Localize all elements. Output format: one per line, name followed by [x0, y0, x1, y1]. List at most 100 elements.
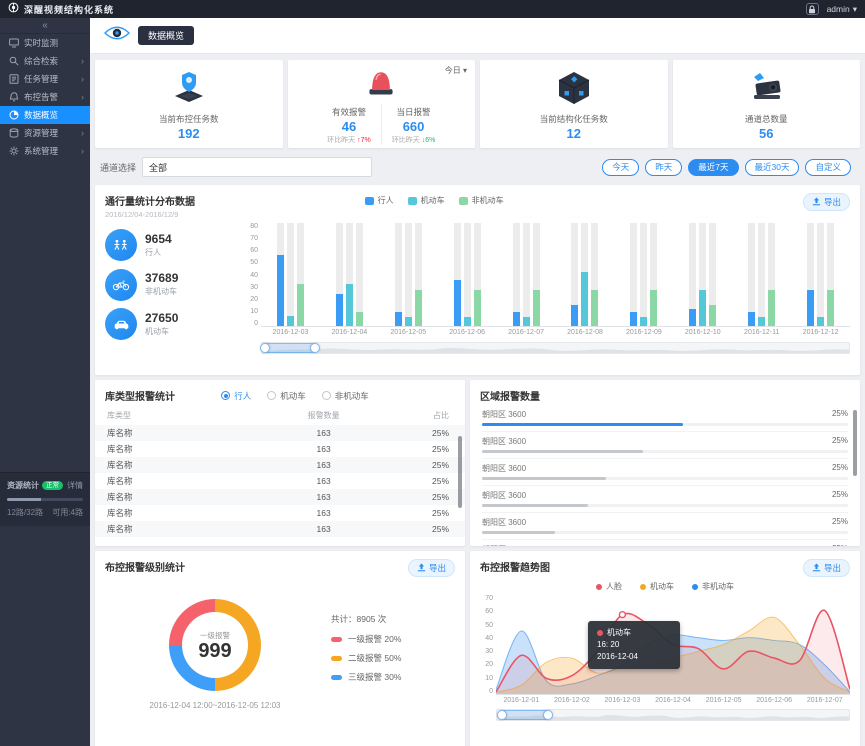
table-row[interactable]: 库名称 163 25%	[95, 505, 465, 521]
traffic-export-button[interactable]: 导出	[802, 193, 850, 211]
region-scrollbar[interactable]	[853, 410, 857, 476]
bar-backdrop	[817, 223, 825, 326]
sidebar-menu: 实时监测综合检索 › 任务管理 › 布控告警 › 数据概览 资源管理 › 系统管理 ›	[0, 34, 90, 160]
traffic-stat-label: 行人	[145, 247, 161, 257]
sidebar-item-monitor[interactable]: 实时监测	[0, 34, 90, 52]
traffic-stat-pedestrian: 9654 行人	[105, 229, 243, 261]
x-tick-label: 2016-12-07	[806, 697, 843, 704]
datazoom-selection[interactable]	[502, 710, 549, 720]
pending-alarm-stat: 有效报警 46 环比昨天 ↑7%	[317, 104, 381, 145]
bar-backdrop	[414, 223, 422, 326]
table-row[interactable]: 库名称 163 25%	[95, 425, 465, 441]
type-alarm-header: 库类型 报警数量 占比	[95, 403, 465, 425]
legend-dot	[596, 583, 602, 590]
bar-backdrop	[650, 223, 658, 326]
legend-label: 三级报警 30%	[348, 672, 402, 682]
y-tick: 50	[250, 259, 258, 267]
sidebar-item-label: 实时监测	[24, 38, 59, 48]
x-tick-label: 2016-12-12	[802, 329, 839, 336]
pending-alarm-delta: ↑7%	[357, 136, 371, 144]
level-export-button[interactable]: 导出	[407, 559, 455, 577]
sidebar-collapse-button[interactable]: «	[0, 18, 90, 34]
datazoom-handle-right[interactable]	[543, 710, 554, 720]
traffic-stat-text: 9654 行人	[145, 233, 172, 258]
bar-backdrop	[463, 223, 471, 326]
table-row[interactable]: 库名称 163 25%	[95, 473, 465, 489]
bar-backdrop	[522, 223, 530, 326]
region-bar-fill	[482, 423, 684, 426]
traffic-stat-label: 非机动车	[145, 287, 177, 296]
sidebar-item-overview[interactable]: 数据概览	[0, 106, 90, 124]
region-row: 朝阳区 3600 25%	[482, 459, 848, 486]
datazoom-selection[interactable]	[264, 343, 315, 353]
date-pill-3[interactable]: 最近30天	[744, 158, 800, 176]
trend-datazoom-slider[interactable]	[496, 709, 850, 721]
table-row[interactable]: 库名称 163 25%	[95, 441, 465, 457]
legend-item: 机动车	[640, 581, 674, 592]
sidebar-item-resource[interactable]: 资源管理 ›	[0, 124, 90, 142]
region-bar-fill	[482, 477, 607, 480]
pending-alarm-sub: 环比昨天	[327, 136, 356, 144]
trend-x-labels: 2016-12-01 2016-12-02 2016-12-03 2016-12-04…	[496, 695, 860, 706]
bar-segment	[650, 289, 658, 326]
bar-segment	[689, 309, 697, 326]
region-row-top: 朝阳区 3600 25%	[482, 490, 848, 501]
radio-1[interactable]: 机动车	[267, 390, 306, 402]
datazoom-handle-left[interactable]	[259, 343, 270, 353]
table-row[interactable]: 库名称 163 25%	[95, 489, 465, 505]
date-pill-2[interactable]: 最近7天	[688, 158, 739, 176]
sidebar-item-search[interactable]: 综合检索 ›	[0, 52, 90, 70]
table-row[interactable]: 库名称 163 25%	[95, 457, 465, 473]
region-label: 朝阳区 3600	[482, 544, 526, 546]
export-label: 导出	[823, 197, 841, 207]
lock-icon[interactable]	[805, 3, 819, 15]
x-tick-label: 2016-12-04	[331, 329, 368, 336]
channel-select-input[interactable]	[142, 157, 373, 177]
bar-group	[556, 223, 615, 326]
sidebar-item-gear[interactable]: 系统管理 ›	[0, 142, 90, 160]
table-scrollbar[interactable]	[458, 436, 462, 508]
region-percent: 25%	[831, 409, 848, 418]
region-panel: 区域报警数量 朝阳区 3600 25% 朝阳区 3600 25% 朝阳区 3600 25%…	[470, 380, 860, 546]
bar-group	[732, 223, 791, 326]
monitor-icon	[9, 38, 19, 48]
sidebar-item-bell[interactable]: 布控告警 ›	[0, 88, 90, 106]
traffic-datazoom-slider[interactable]	[259, 342, 850, 354]
date-pill-0[interactable]: 今天	[602, 158, 640, 176]
trend-export-button[interactable]: 导出	[802, 559, 850, 577]
legend-item: 机动车	[407, 195, 445, 206]
datazoom-handle-right[interactable]	[309, 343, 320, 353]
resource-detail-link[interactable]: 详情	[67, 481, 83, 490]
region-bar-fill	[482, 450, 644, 453]
sidebar-item-task[interactable]: 任务管理 ›	[0, 70, 90, 88]
datazoom-handle-left[interactable]	[497, 710, 508, 720]
region-bar-fill	[482, 504, 589, 507]
radio-circle	[267, 391, 277, 400]
traffic-plot	[261, 223, 850, 327]
donut-center-label: 一级报警	[200, 630, 230, 640]
tooltip-time: 16: 20	[597, 639, 620, 649]
bar-backdrop	[591, 223, 599, 326]
resource-icon	[9, 128, 19, 138]
bar-segment	[709, 305, 717, 326]
table-cell: 库名称	[107, 524, 133, 534]
bar-backdrop	[699, 223, 707, 326]
radio-2[interactable]: 非机动车	[321, 390, 369, 402]
radio-0[interactable]: 行人	[221, 390, 251, 402]
legend-item: 行人	[364, 195, 394, 206]
date-pill-4[interactable]: 自定义	[805, 158, 851, 176]
bar-backdrop	[758, 223, 766, 326]
traffic-panel: 通行量统计分布数据 2016/12/04-2016/12/9 行人 机动车 非机动车…	[95, 185, 860, 375]
traffic-stat-car: 27650 机动车	[105, 308, 243, 340]
level-legend-block: 共计：8905 次 一级报警 20% 二级报警 50% 三级报警 30%	[331, 613, 401, 710]
table-row[interactable]: 库名称 163 25%	[95, 521, 465, 537]
table-cell: 库名称	[107, 444, 133, 454]
y-tick: 20	[250, 295, 258, 303]
alarm-range-dropdown[interactable]: 今日 ▾	[444, 66, 467, 75]
export-icon	[812, 196, 821, 208]
region-label: 朝阳区 3600	[482, 437, 527, 446]
user-menu[interactable]: admin ▾	[827, 4, 857, 15]
bar-segment	[512, 311, 520, 326]
x-tick-label: 2016-12-05	[705, 697, 742, 704]
date-pill-1[interactable]: 昨天	[645, 158, 683, 176]
